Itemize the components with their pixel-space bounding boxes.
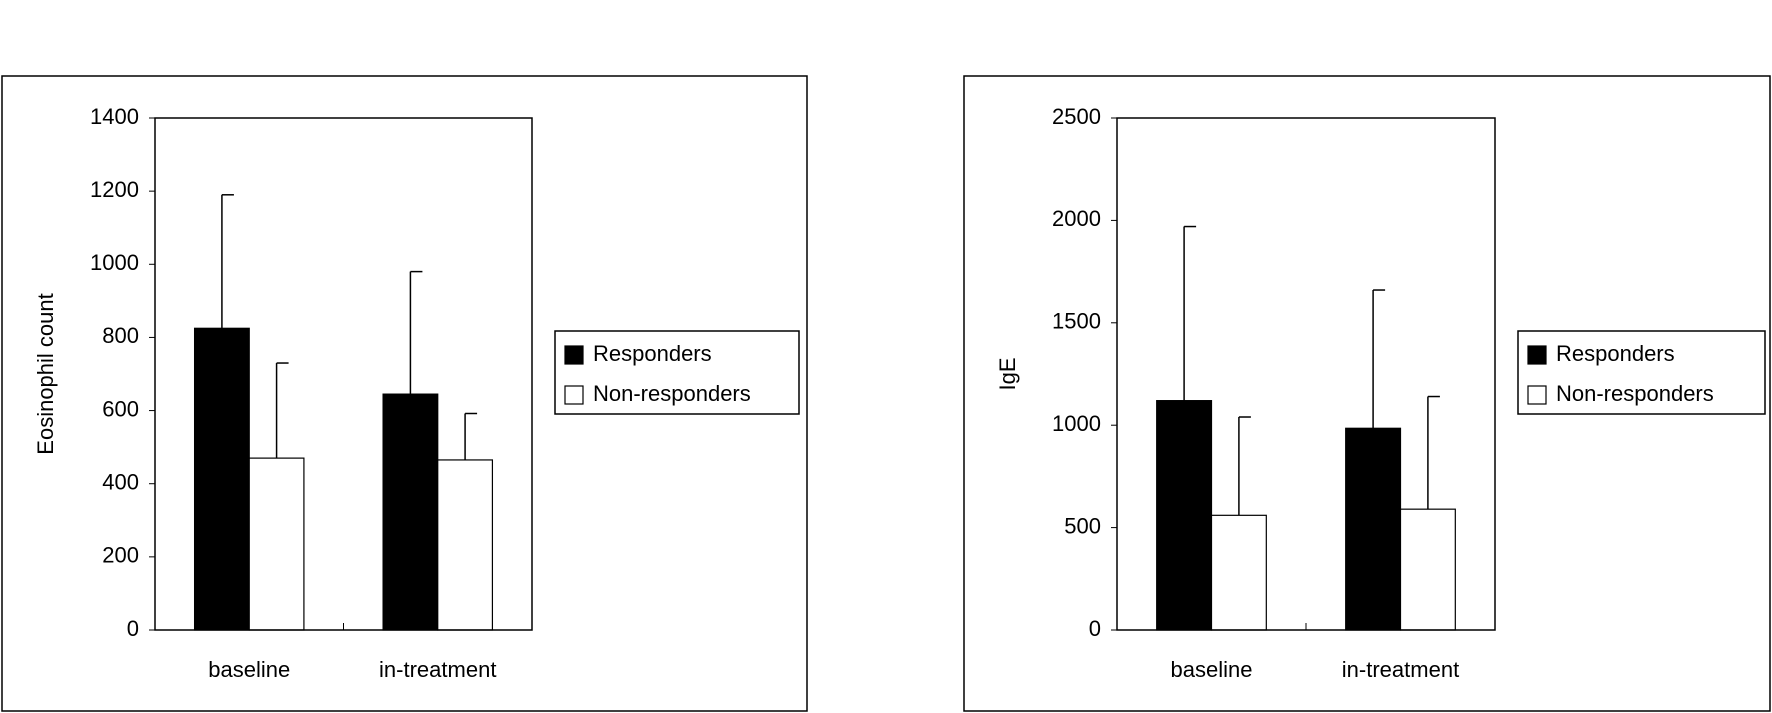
chart-frame — [963, 75, 1771, 712]
bar — [1345, 427, 1402, 631]
chart-frame — [1, 75, 808, 712]
y-tick-label: 2500 — [1052, 104, 1101, 129]
y-tick-label: 1500 — [1052, 309, 1101, 334]
y-tick-label: 400 — [102, 470, 139, 495]
bar — [1399, 508, 1456, 631]
plot-frame — [1116, 117, 1496, 631]
legend-label: Non-responders — [1556, 381, 1714, 406]
bar — [1210, 514, 1267, 631]
y-tick-label: 500 — [1064, 513, 1101, 538]
legend-frame — [1517, 330, 1766, 415]
y-axis-title: IgE — [995, 357, 1020, 390]
x-tick-label: in-treatment — [1342, 657, 1459, 682]
y-tick-label: 2000 — [1052, 206, 1101, 231]
bar — [382, 393, 439, 631]
legend-label: Responders — [593, 341, 712, 366]
legend-swatch — [564, 385, 584, 405]
legend-swatch — [1527, 345, 1547, 365]
legend-label: Non-responders — [593, 381, 751, 406]
legend-frame — [554, 330, 800, 415]
legend-swatch — [1527, 385, 1547, 405]
y-tick-label: 1000 — [90, 250, 139, 275]
plot-frame — [154, 117, 533, 631]
bar — [1156, 400, 1213, 631]
y-tick-label: 600 — [102, 396, 139, 421]
y-tick-label: 800 — [102, 323, 139, 348]
y-tick-label: 0 — [1089, 616, 1101, 641]
y-tick-label: 1400 — [90, 104, 139, 129]
legend-swatch — [564, 345, 584, 365]
bar — [437, 459, 494, 631]
y-tick-label: 1000 — [1052, 411, 1101, 436]
bar — [248, 457, 305, 631]
y-tick-label: 0 — [127, 616, 139, 641]
y-tick-label: 1200 — [90, 177, 139, 202]
bar — [193, 327, 250, 631]
x-tick-label: baseline — [1171, 657, 1253, 682]
y-tick-label: 200 — [102, 543, 139, 568]
x-tick-label: in-treatment — [379, 657, 496, 682]
y-axis-title: Eosinophil count — [33, 293, 58, 454]
x-tick-label: baseline — [208, 657, 290, 682]
legend-label: Responders — [1556, 341, 1675, 366]
